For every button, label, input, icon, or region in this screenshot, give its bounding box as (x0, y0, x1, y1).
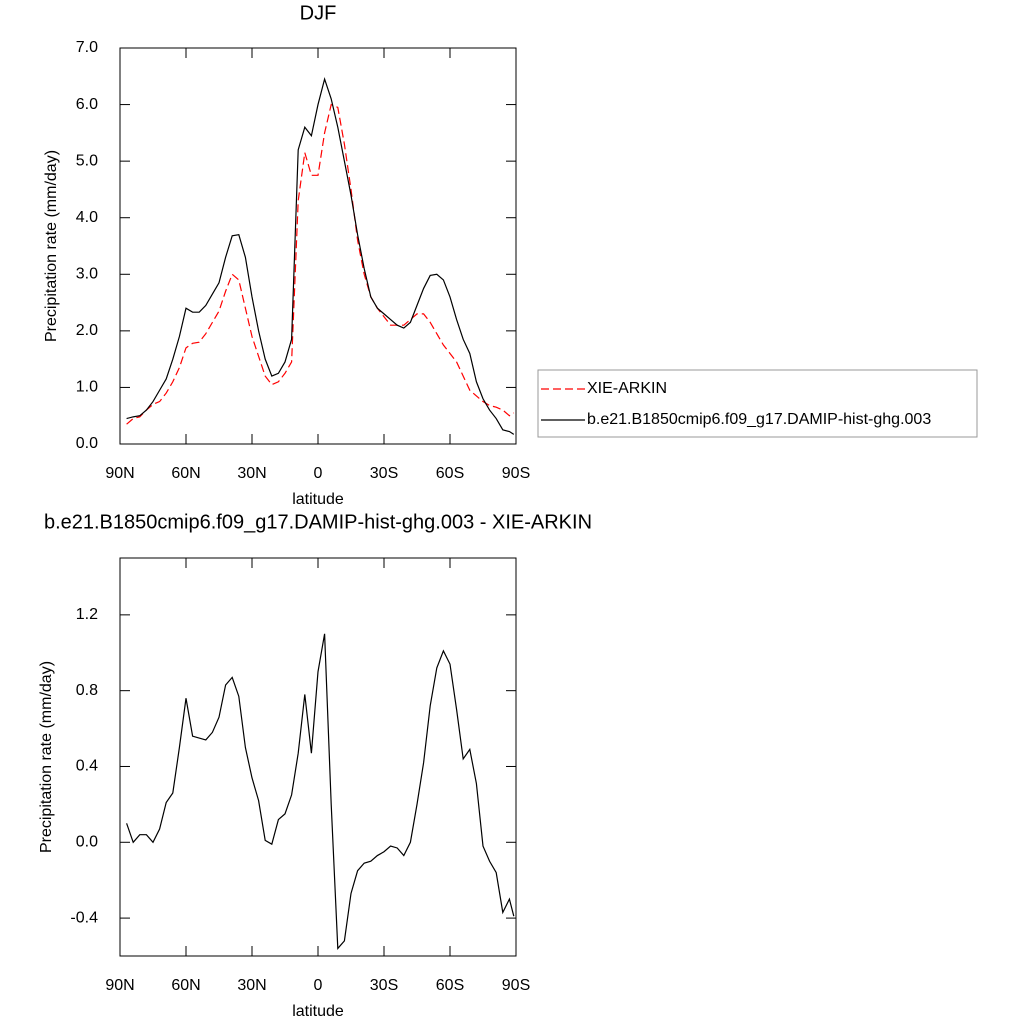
y-tick-label: 0.8 (76, 682, 98, 699)
x-tick-label: 30S (370, 465, 398, 482)
y-tick-label: 0.0 (76, 435, 98, 452)
x-tick-label: 60N (171, 465, 200, 482)
x-axis-label: latitude (292, 1003, 344, 1020)
y-tick-label: 7.0 (76, 39, 98, 56)
x-tick-label: 90N (105, 977, 134, 994)
x-tick-label: 90S (502, 465, 530, 482)
legend-label: b.e21.B1850cmip6.f09_g17.DAMIP-hist-ghg.… (587, 411, 931, 428)
y-tick-label: 0.4 (76, 758, 98, 775)
x-tick-label: 0 (314, 465, 323, 482)
data-line (126, 76, 515, 435)
y-tick-label: -0.4 (70, 909, 98, 926)
x-tick-label: 0 (314, 977, 323, 994)
chart-title: DJF (300, 2, 337, 24)
x-tick-label: 60N (171, 977, 200, 994)
y-tick-label: 4.0 (76, 209, 98, 226)
y-tick-label: 1.2 (76, 606, 98, 623)
y-tick-label: 3.0 (76, 266, 98, 283)
legend-label: XIE-ARKIN (587, 380, 667, 397)
data-line (126, 633, 515, 950)
x-axis-label: latitude (292, 491, 344, 508)
y-tick-label: 2.0 (76, 322, 98, 339)
chart-title: b.e21.B1850cmip6.f09_g17.DAMIP-hist-ghg.… (44, 511, 592, 533)
y-tick-label: 0.0 (76, 834, 98, 851)
x-tick-label: 30N (237, 465, 266, 482)
x-tick-label: 30S (370, 977, 398, 994)
x-tick-label: 30N (237, 977, 266, 994)
y-tick-label: 1.0 (76, 379, 98, 396)
y-tick-label: 6.0 (76, 96, 98, 113)
y-axis-label: Precipitation rate (mm/day) (43, 150, 60, 342)
legend-box (537, 369, 978, 438)
x-tick-label: 60S (436, 977, 464, 994)
y-tick-label: 5.0 (76, 152, 98, 169)
x-tick-label: 90N (105, 465, 134, 482)
x-tick-label: 90S (502, 977, 530, 994)
x-tick-label: 60S (436, 465, 464, 482)
plot-frame (119, 557, 517, 957)
data-line (126, 103, 515, 425)
y-axis-label: Precipitation rate (mm/day) (38, 661, 55, 853)
